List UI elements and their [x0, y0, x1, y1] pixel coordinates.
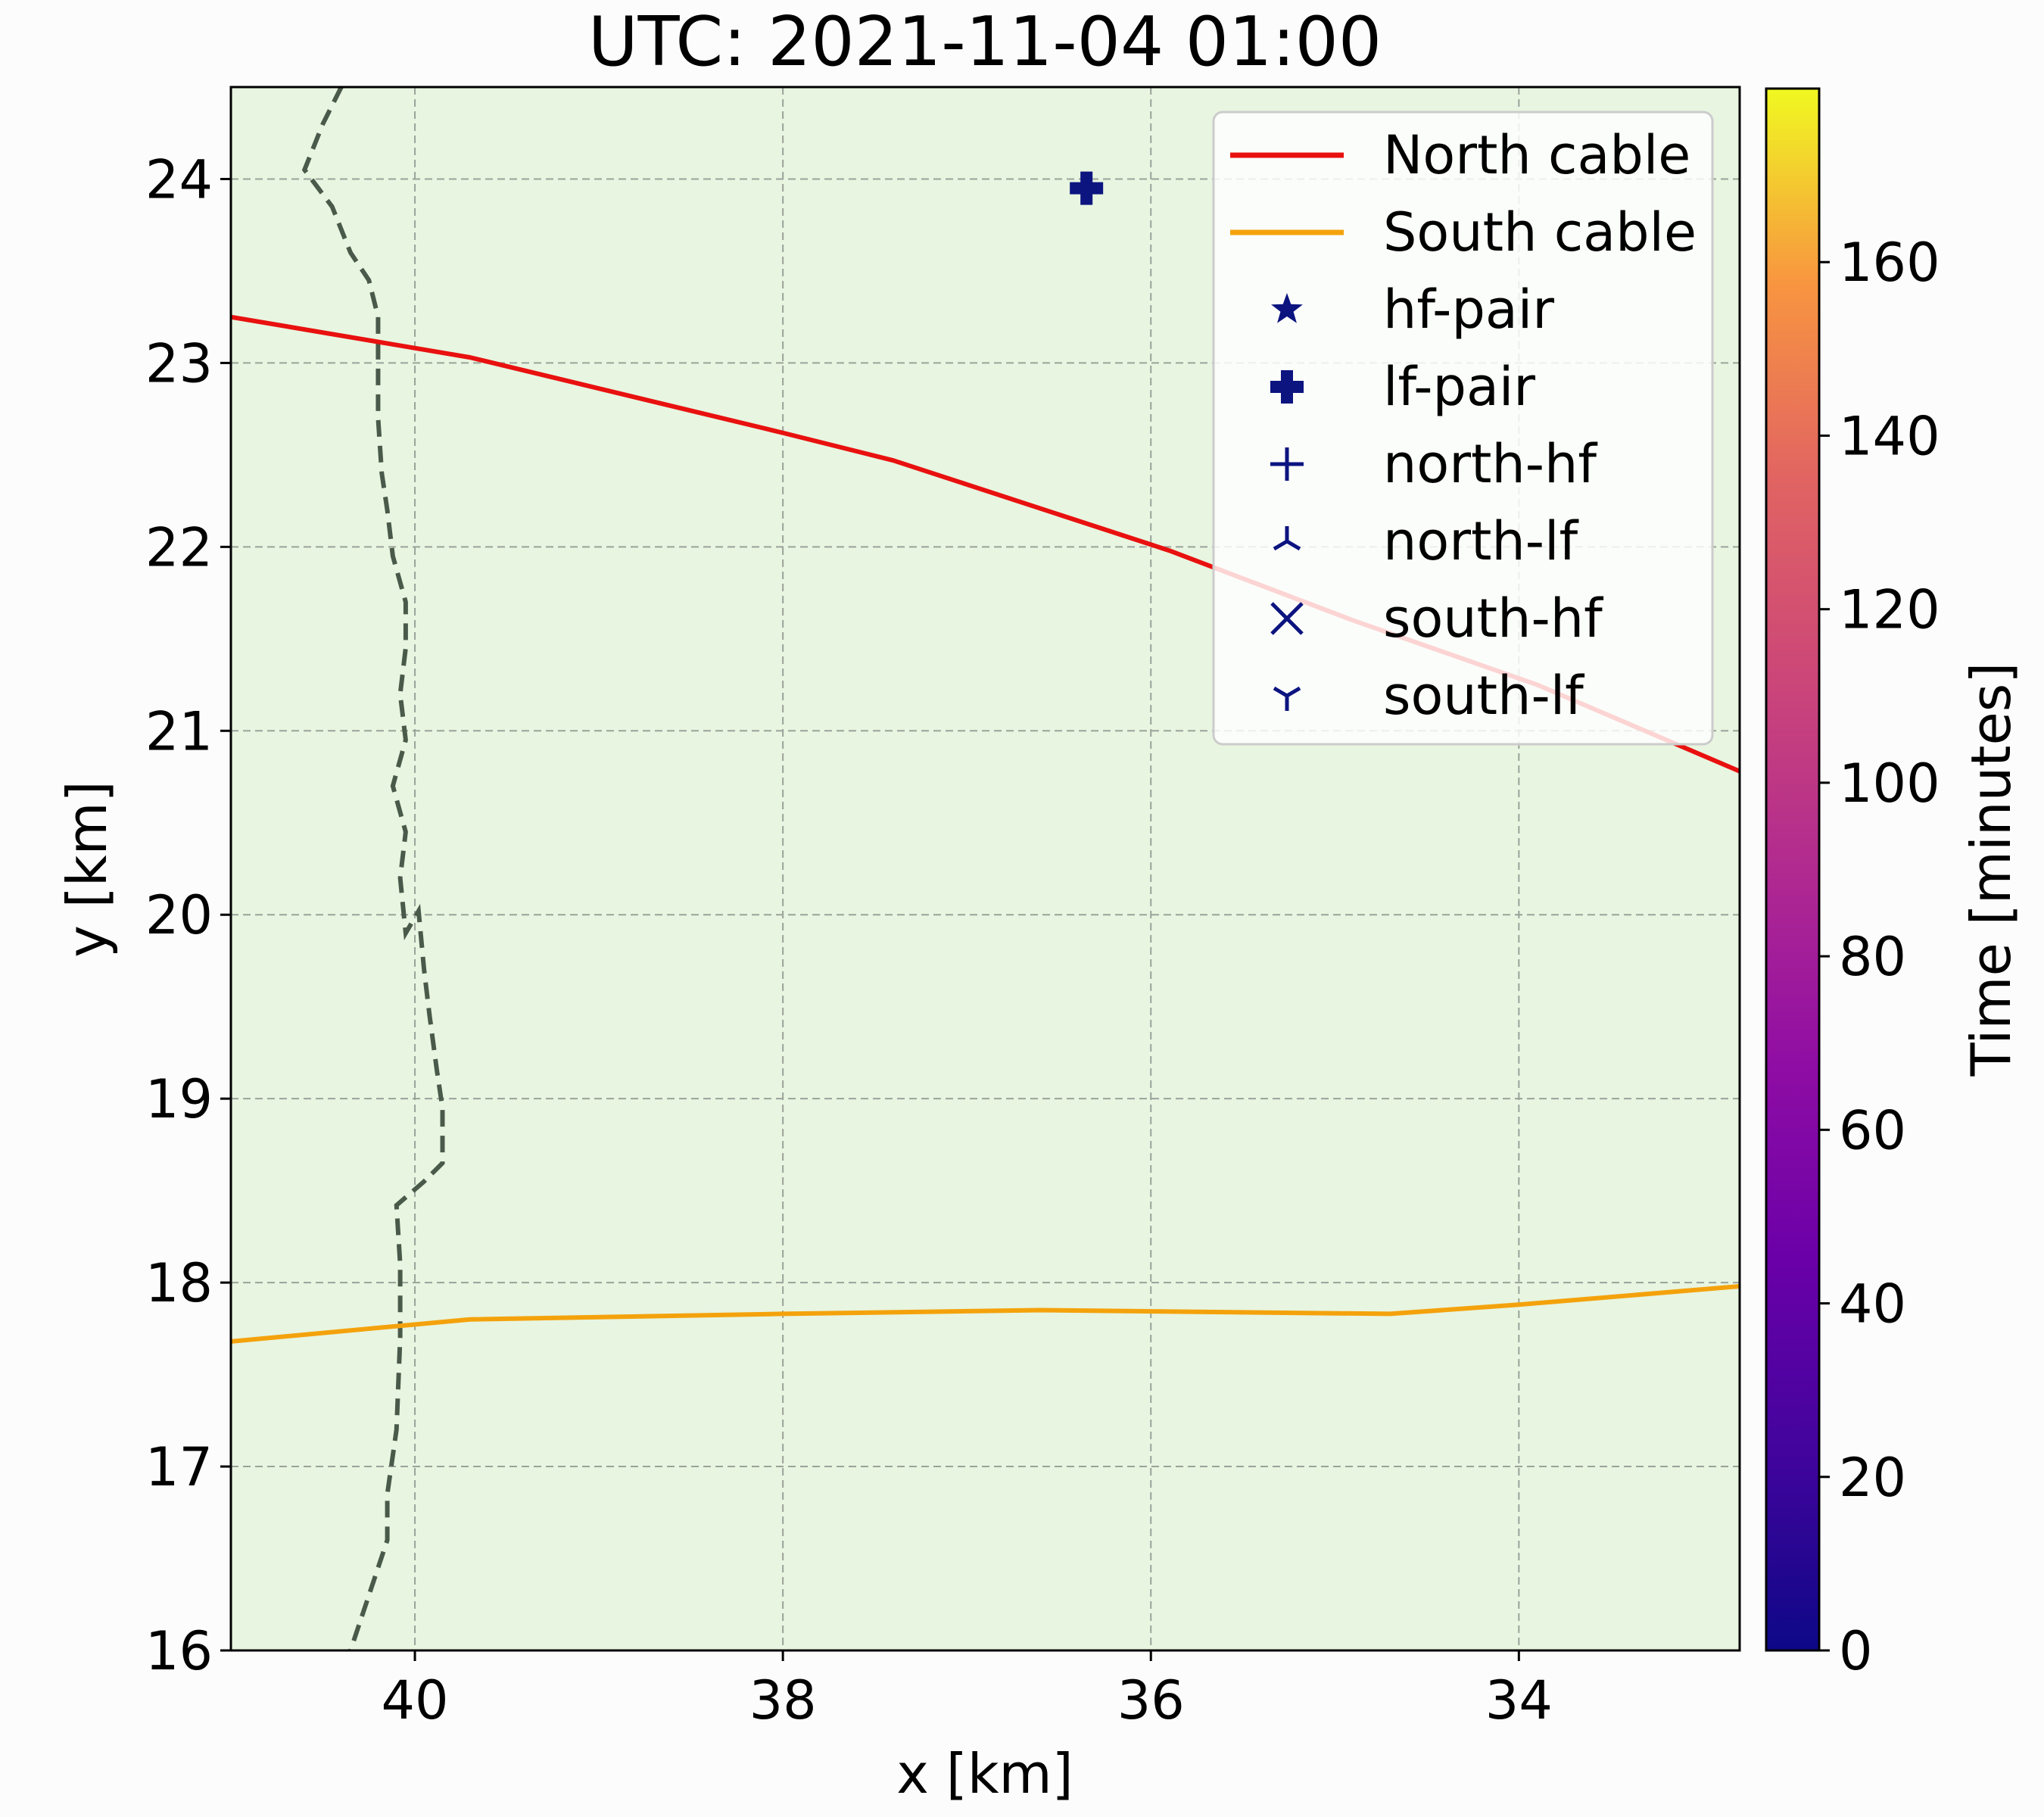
legend-glyph-hf-pair-shape [1271, 293, 1303, 323]
coastline [301, 87, 445, 1650]
y-axis-label: y [km] [55, 781, 119, 958]
coastline-layer [301, 87, 445, 1650]
legend-glyph-south-hf [1270, 602, 1304, 635]
legend-label-north-cable: North cable [1383, 124, 1690, 186]
legend-label-lf-pair: lf-pair [1383, 356, 1535, 418]
legend-label-north-hf: north-hf [1383, 433, 1597, 495]
legend-label-south-lf: south-lf [1383, 665, 1584, 727]
legend-glyph-lf-pair-v [1281, 370, 1293, 404]
colorbar-tick-label: 40 [1839, 1273, 1906, 1335]
y-tick-label: 20 [145, 884, 213, 946]
legend-label-north-lf: north-lf [1383, 510, 1578, 572]
legend-label-south-cable: South cable [1383, 201, 1697, 263]
legend-glyph-lf-pair [1270, 370, 1304, 404]
y-tick-label: 22 [145, 516, 213, 578]
y-tick-label: 24 [145, 148, 213, 210]
legend-glyph-south-lf-b [1273, 686, 1288, 698]
legend-box [1212, 111, 1714, 746]
marker-layer [1070, 171, 1104, 205]
y-tick-label: 17 [145, 1436, 213, 1498]
legend-glyph-south-lf-c [1285, 686, 1301, 698]
colorbar-tick-label: 60 [1839, 1099, 1906, 1161]
legend-glyph-hf-pair [1271, 293, 1303, 323]
colorbar-tick-label: 100 [1839, 753, 1940, 815]
y-tick-label: 21 [145, 700, 213, 762]
colorbar-tick-label: 160 [1839, 232, 1940, 294]
marker-lf-pair [1070, 171, 1104, 205]
legend-label-hf-pair: hf-pair [1383, 279, 1554, 341]
y-ticks: 16 17 18 19 20 21 22 23 24 [145, 148, 231, 1682]
legend-label-south-hf: south-hf [1383, 587, 1603, 650]
legend-glyph-south-hf-b [1270, 602, 1304, 635]
legend-glyph-north-hf [1270, 447, 1304, 481]
y-tick-label: 19 [145, 1068, 213, 1130]
x-tick-label: 38 [749, 1669, 817, 1731]
colorbar-gradient [1765, 87, 1821, 1652]
legend-glyph-north-lf-b [1273, 539, 1288, 551]
x-tick-label: 40 [382, 1669, 449, 1731]
x-tick-label: 34 [1485, 1669, 1553, 1731]
colorbar-tick-label: 0 [1839, 1620, 1873, 1682]
colorbar: 0 20 40 60 80 100 120 140 160 [1765, 87, 1940, 1682]
colorbar-tick-label: 140 [1839, 405, 1940, 467]
series-line-south-cable [231, 1283, 1740, 1344]
chart-title: UTC: 2021-11-04 01:00 [588, 2, 1382, 82]
colorbar-tick-label: 20 [1839, 1447, 1906, 1509]
colorbar-tick-label: 80 [1839, 926, 1906, 988]
legend-glyph-north-lf-c [1285, 539, 1301, 551]
y-tick-label: 16 [145, 1620, 213, 1682]
x-axis-label: x [km] [896, 1742, 1073, 1806]
legend-glyph-north-lf [1273, 526, 1301, 551]
y-tick-label: 23 [145, 332, 213, 394]
marker-lf-pair-v [1080, 171, 1093, 205]
plot-frame [229, 86, 1741, 1652]
x-tick-label: 36 [1117, 1669, 1185, 1731]
legend-glyph-south-lf [1273, 686, 1301, 711]
colorbar-tick-label: 120 [1839, 579, 1940, 641]
colorbar-label: Time [minutes] [1959, 662, 2023, 1077]
y-tick-label: 18 [145, 1252, 213, 1314]
legend: North cable South cable hf-pair lf-pair nort… [1212, 111, 1714, 746]
x-ticks: 40 38 36 34 [382, 1650, 1553, 1731]
